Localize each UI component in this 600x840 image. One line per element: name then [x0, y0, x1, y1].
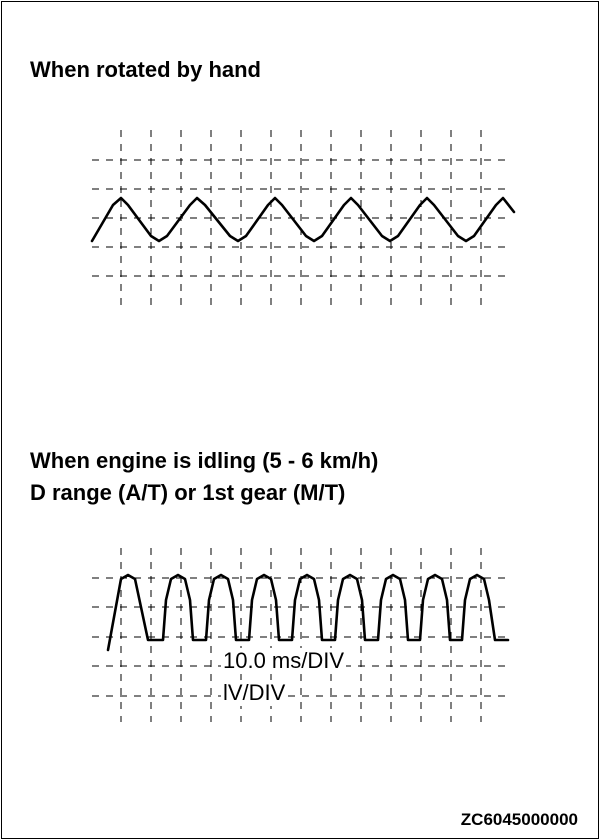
heading-idling-condition: When engine is idling (5 - 6 km/h): [30, 448, 379, 473]
scope-grid-idling: [92, 548, 512, 722]
waveform-hand-rotation: [90, 196, 516, 243]
time-scale-label: 10.0 ms/DIV: [221, 648, 347, 674]
heading-gear-condition: D range (A/T) or 1st gear (M/T): [30, 480, 346, 505]
voltage-scale-label: lV/DIV: [221, 680, 288, 706]
waveform-idling: [106, 573, 510, 652]
scope-grid-hand: [92, 130, 512, 305]
figure-id: ZC6045000000: [460, 810, 578, 829]
heading-hand-rotation: When rotated by hand: [30, 57, 261, 82]
